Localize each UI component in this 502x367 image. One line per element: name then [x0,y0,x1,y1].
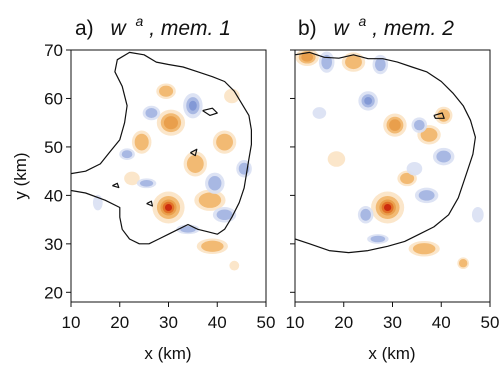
contour-line-1 [433,112,445,119]
updraft-cell-2 [295,50,319,66]
panel-b-x-ticks: 10 20 30 40 50 [286,302,500,332]
downdraft-cell-16 [357,206,374,224]
contour-line-4 [146,200,153,207]
y-tick-label: 40 [44,186,63,205]
downdraft-cell-18 [406,161,423,176]
panel-b-x-axis-label: x (km) [368,344,415,363]
downdraft-cell-12 [205,172,225,194]
downdraft-cell-15 [414,187,439,204]
panel-a-title: a) w a , mem. 1 [75,8,231,40]
panel-a-title-rest: , mem. 1 [149,17,231,40]
downdraft-cell-16 [136,178,157,189]
panel-a-y-axis-label: y (km) [11,152,30,199]
downdraft-cell-20 [471,207,484,223]
y-tick-label: 50 [44,138,63,157]
updraft-cell-8 [327,151,346,167]
x-tick-label: 50 [257,313,276,332]
updraft-cell-0 [152,191,185,224]
updraft-cell-2 [183,151,208,177]
x-tick-label: 30 [383,313,402,332]
contour-line-1 [202,107,218,116]
x-tick-label: 40 [208,313,227,332]
panel-a-contours [71,51,252,245]
panel-b: 10 20 30 40 50 b) w a , mem. 2 x (km) [286,8,500,363]
y-tick-label: 70 [44,41,63,60]
downdraft-cell-17 [176,224,200,235]
panel-b-y-ticks [290,49,295,293]
downdraft-cell-18 [236,160,252,178]
contour-line-2 [190,148,198,157]
panel-b-title: b) w a , mem. 2 [298,8,454,40]
downdraft-cell-14 [142,105,161,121]
downdraft-cell-10 [358,91,378,111]
panel-b-title-letter: b) [298,17,317,40]
updraft-cell-8 [224,88,240,104]
updraft-cell-5 [131,130,152,154]
updraft-cell-7 [408,240,440,257]
panel-a-field [92,83,252,271]
x-tick-label: 20 [110,313,129,332]
updraft-cell-9 [457,257,470,270]
updraft-cell-1 [156,109,186,136]
x-tick-label: 10 [286,313,305,332]
updraft-cell-10 [124,171,140,186]
downdraft-cell-17 [367,234,389,244]
updraft-cell-3 [194,189,226,211]
panel-a-y-ticks: 20 30 40 50 60 70 [44,41,71,302]
panel-a-x-ticks: 10 20 30 40 50 [62,302,276,332]
y-tick-label: 20 [44,283,63,302]
downdraft-cell-11 [183,93,203,119]
updraft-cell-3 [341,52,366,72]
updraft-cell-1 [383,113,407,137]
downdraft-cell-15 [119,148,135,161]
x-tick-label: 30 [159,313,178,332]
updraft-cell-4 [212,130,237,154]
downdraft-cell-12 [372,54,389,75]
panel-a-x-axis-label: x (km) [144,344,191,363]
updraft-cell-0 [371,191,405,224]
contour-line-0 [71,51,252,245]
panel-a-title-superscript: a [136,13,144,29]
x-tick-label: 40 [432,313,451,332]
downdraft-cell-14 [432,147,455,166]
panel-a-title-symbol: w [111,17,128,40]
panel-b-contours [295,51,476,254]
panel-b-title-superscript: a [359,13,367,29]
contour-line-0 [295,51,476,254]
panel-a-title-letter: a) [75,17,94,40]
y-tick-label: 30 [44,235,63,254]
contour-line-3 [112,182,120,189]
y-tick-label: 60 [44,89,63,108]
panel-b-title-rest: , mem. 2 [372,17,454,40]
panel-b-title-symbol: w [334,17,351,40]
x-tick-label: 50 [481,313,500,332]
updraft-cell-6 [196,238,228,255]
panel-b-field [295,50,484,270]
x-tick-label: 20 [334,313,353,332]
updraft-cell-7 [156,83,176,99]
downdraft-cell-19 [312,107,327,119]
updraft-cell-9 [229,260,240,271]
downdraft-cell-13 [411,117,428,133]
x-tick-label: 10 [62,313,81,332]
downdraft-cell-11 [318,51,335,73]
